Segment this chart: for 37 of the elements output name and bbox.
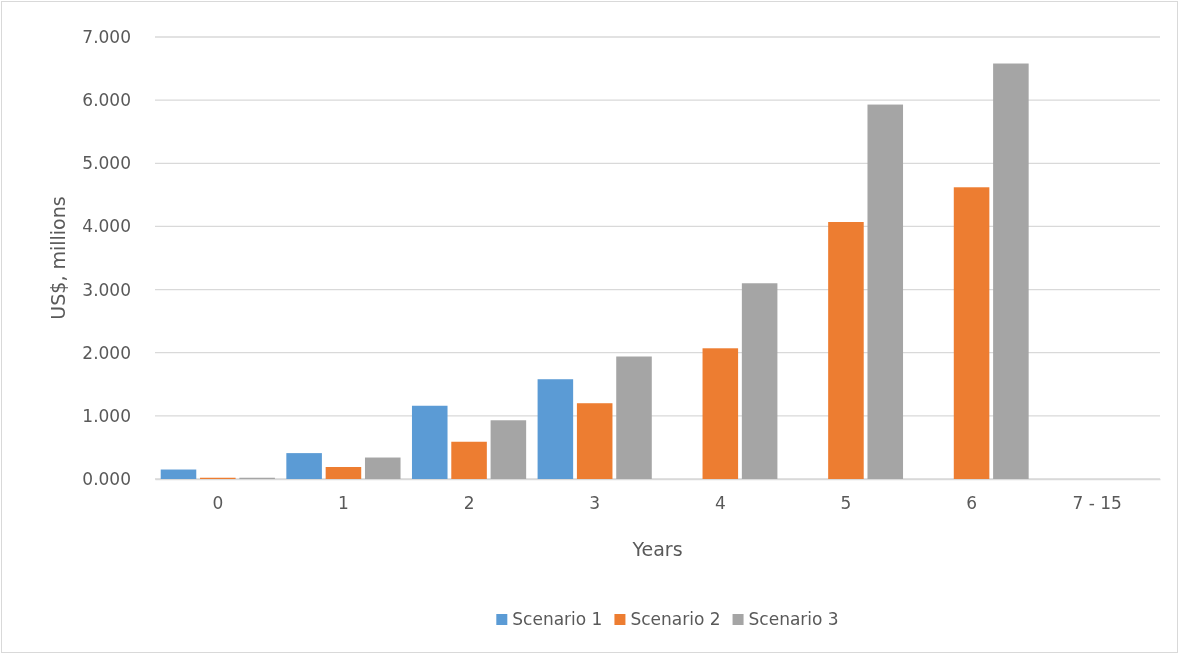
x-axis-title: Years (631, 538, 683, 560)
bar (702, 348, 739, 479)
y-tick-label: 4.000 (82, 216, 131, 237)
x-tick-label: 0 (212, 493, 224, 514)
x-tick-label: 4 (714, 493, 726, 514)
y-tick-label: 0.000 (82, 468, 131, 489)
x-tick-label: 7 - 15 (1072, 493, 1122, 514)
bar (490, 420, 527, 479)
bar (537, 379, 574, 479)
y-axis-title: US$, millions (47, 196, 69, 320)
bar (993, 63, 1029, 479)
y-tick-label: 7.000 (82, 26, 131, 47)
x-tick-label: 2 (463, 493, 475, 514)
y-tick-label: 1.000 (82, 405, 131, 426)
bar (160, 469, 197, 479)
bar (576, 403, 613, 479)
bar (867, 104, 904, 479)
bar (286, 453, 322, 479)
y-tick-label: 5.000 (82, 153, 131, 174)
bar (616, 356, 652, 479)
y-tick-label: 6.000 (82, 90, 131, 111)
bar (828, 222, 864, 479)
legend-label: Scenario 3 (748, 609, 839, 629)
legend-label: Scenario 1 (512, 609, 603, 629)
x-tick-label: 5 (840, 493, 852, 514)
x-tick-label: 6 (966, 493, 977, 514)
bar (411, 405, 448, 479)
y-tick-label: 2.000 (82, 342, 131, 363)
x-tick-label: 3 (589, 493, 601, 514)
legend-label: Scenario 2 (630, 609, 721, 629)
bar (953, 187, 990, 479)
bar (451, 441, 487, 479)
bar (325, 467, 362, 479)
x-tick-label: 1 (338, 493, 349, 514)
y-tick-label: 3.000 (82, 279, 131, 300)
bar (741, 283, 778, 479)
bar (364, 457, 401, 479)
